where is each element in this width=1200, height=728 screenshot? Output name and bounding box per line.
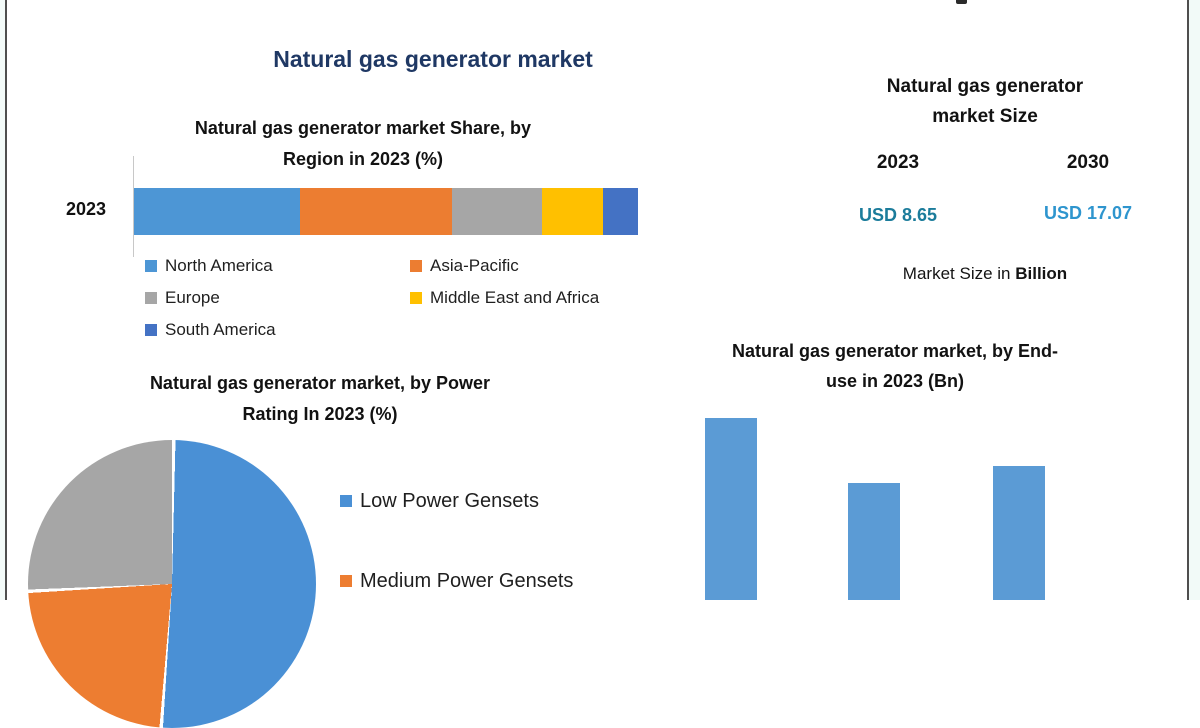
region-chart-title-line1: Natural gas generator market Share, by (194, 118, 532, 138)
market-size-title-line2: market Size (932, 106, 1038, 127)
power-rating-chart-title: Natural gas generator market, by Power R… (60, 368, 580, 430)
legend-label-asia-pacific: Asia-Pacific (430, 256, 519, 275)
legend-swatch-asia-pacific (410, 260, 422, 272)
market-size-2023-value: USD 8.65 (858, 205, 938, 225)
enduse-title-line2: use in 2023 (Bn) (825, 371, 965, 391)
pie-legend-swatch-low-power (340, 495, 352, 507)
power-rating-title-line2: Rating In 2023 (%) (242, 404, 398, 424)
region-stacked-bar (134, 188, 638, 235)
legend-label-europe: Europe (165, 288, 220, 307)
pie-legend-swatch-medium-power (340, 575, 352, 587)
enduse-bar-1 (705, 418, 757, 600)
legend-label-south-america: South America (165, 320, 276, 339)
market-size-2030-value: USD 17.07 (1043, 203, 1133, 223)
market-size-title: Natural gas generator market Size (800, 72, 1170, 132)
pie-legend-item-medium-power: Medium Power Gensets (340, 569, 574, 592)
legend-label-middle-east-africa: Middle East and Africa (430, 288, 600, 307)
year-2023-label: 2023 (876, 152, 920, 173)
right-frame-line (1187, 0, 1189, 600)
enduse-chart-title: Natural gas generator market, by End- us… (665, 336, 1125, 396)
clipped-text-fragment (956, 0, 967, 4)
market-size-title-line1: Natural gas generator (886, 76, 1084, 97)
region-chart-title: Natural gas generator market Share, by R… (103, 113, 623, 175)
legend-swatch-europe (145, 292, 157, 304)
legend-item-middle-east-africa: Middle East and Africa (410, 288, 599, 308)
market-size-caption-unit: Billion (1015, 264, 1068, 283)
market-size-caption: Market Size in Billion (800, 264, 1170, 284)
region-bar-segment-2 (300, 188, 452, 235)
page-title: Natural gas generator market (273, 46, 593, 72)
enduse-bar-3 (993, 466, 1045, 600)
region-chart-category-label: 2023 (65, 199, 107, 219)
region-bar-segment-3 (451, 188, 543, 235)
region-bar-segment-4 (542, 188, 603, 235)
legend-item-north-america: North America (145, 256, 273, 276)
region-bar-segment-5 (602, 188, 638, 235)
legend-item-south-america: South America (145, 320, 276, 340)
power-rating-title-line1: Natural gas generator market, by Power (149, 373, 491, 393)
power-rating-pie (28, 440, 316, 728)
region-chart-title-line2: Region in 2023 (%) (282, 149, 444, 169)
right-margin-strip (1189, 0, 1200, 600)
market-size-caption-prefix: Market Size in (902, 264, 1016, 283)
legend-swatch-north-america (145, 260, 157, 272)
region-bar-segment-1 (134, 188, 301, 235)
legend-swatch-middle-east-africa (410, 292, 422, 304)
enduse-title-line1: Natural gas generator market, by End- (731, 341, 1059, 361)
legend-label-north-america: North America (165, 256, 273, 275)
legend-item-europe: Europe (145, 288, 220, 308)
left-frame-line (5, 0, 7, 600)
enduse-bar-2 (848, 483, 900, 600)
legend-swatch-south-america (145, 324, 157, 336)
left-margin-strip (0, 0, 5, 600)
pie-legend-label-low-power: Low Power Gensets (360, 489, 539, 512)
pie-legend-item-low-power: Low Power Gensets (340, 489, 539, 512)
pie-legend-label-medium-power: Medium Power Gensets (360, 569, 574, 592)
region-chart-axis-line (133, 156, 134, 257)
legend-item-asia-pacific: Asia-Pacific (410, 256, 519, 276)
year-2030-label: 2030 (1066, 152, 1110, 173)
